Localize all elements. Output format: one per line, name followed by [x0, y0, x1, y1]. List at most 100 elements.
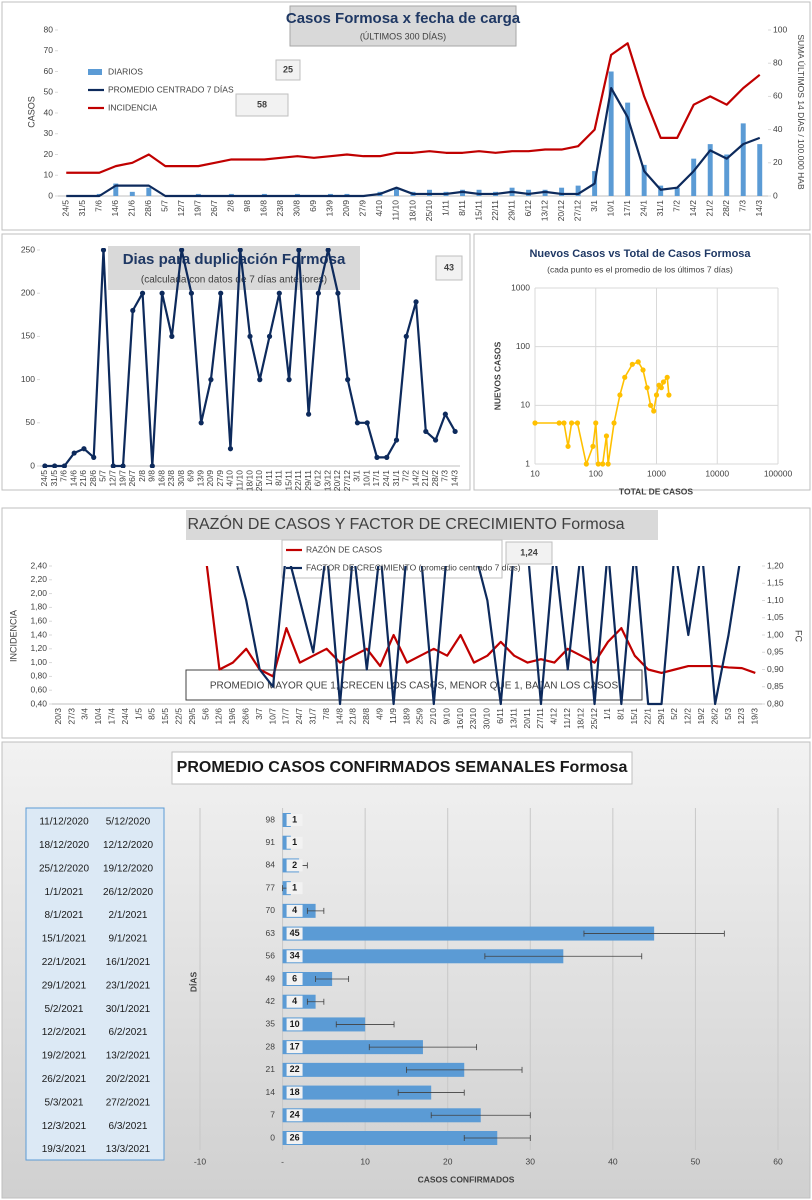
x-tick-label: 3/1 — [352, 470, 362, 482]
table-cell: 9/1/2021 — [109, 934, 148, 945]
value-box — [235, 93, 289, 117]
x-tick-label: 20 — [443, 1156, 453, 1166]
x-tick-label: 24/1 — [381, 470, 391, 487]
error-bar — [463, 1135, 531, 1141]
marker — [71, 450, 77, 456]
x-tick-label: 10000 — [705, 468, 729, 478]
x-tick-label: 17/4 — [107, 708, 117, 725]
y-tick-label: 100 — [516, 341, 530, 351]
annotation: 25 — [283, 64, 293, 74]
y2-axis-label: FC — [794, 630, 804, 642]
y-tick-label: 91 — [266, 837, 276, 847]
y2-tick-label: 1,10 — [767, 595, 784, 605]
value-label: 6 — [292, 973, 297, 983]
line — [535, 360, 670, 467]
marker — [61, 463, 68, 468]
x-tick-label: 14/8 — [334, 708, 344, 725]
x-tick-label: 21/6 — [127, 200, 137, 217]
y-tick-label: 10 — [44, 170, 54, 180]
x-tick-label: 17/1 — [371, 470, 381, 487]
marker — [188, 290, 194, 296]
bar — [674, 187, 680, 196]
x-tick-label: 29/11 — [303, 470, 313, 491]
legend-label: INCIDENCIA — [108, 102, 157, 112]
x-tick-label: 26/2 — [709, 708, 719, 725]
marker — [159, 290, 165, 296]
annotation-box — [185, 669, 643, 701]
value-label: 4 — [292, 905, 297, 915]
label-bg — [286, 859, 303, 872]
label-bg — [286, 1132, 303, 1144]
value-label: 1 — [292, 837, 297, 847]
marker — [354, 420, 361, 426]
y-tick-label: 1000 — [511, 282, 530, 292]
value-label: 2 — [292, 860, 297, 870]
bar — [282, 1040, 423, 1055]
x-tick-label: 11/10 — [391, 200, 401, 221]
x-tick-label: 11/9 — [388, 708, 398, 724]
point — [622, 374, 628, 380]
bar — [394, 187, 399, 196]
bar — [282, 1062, 465, 1077]
bar — [282, 1017, 366, 1032]
y-tick-label: 77 — [266, 882, 276, 892]
bar — [129, 191, 135, 196]
table-cell: 11/12/2020 — [39, 817, 89, 828]
x-tick-label: 31/1 — [391, 470, 401, 487]
x-tick-label: 19/3 — [750, 708, 760, 725]
point — [644, 385, 650, 391]
table-cell: 19/2/2021 — [42, 1051, 87, 1062]
line — [66, 87, 761, 198]
title-box — [171, 751, 633, 785]
chart-subtitle: (ÚLTIMOS 300 DÍAS) — [360, 31, 446, 41]
x-tick-label: 21/2 — [420, 470, 430, 487]
x-tick-label: 27/9 — [358, 200, 368, 217]
annotation: 43 — [444, 262, 454, 272]
table-cell: 15/1/2021 — [42, 934, 87, 945]
legend-label: DIARIOS — [108, 66, 143, 76]
label-bg — [286, 950, 303, 963]
marker — [120, 463, 126, 468]
point — [611, 420, 617, 426]
y2-tick-label: 40 — [773, 124, 783, 134]
label-bg — [286, 1063, 303, 1076]
x-tick-label: 2/8 — [226, 200, 236, 212]
x-tick-label: 2/8 — [137, 470, 147, 482]
marker — [296, 248, 302, 253]
x-tick-label: 20/9 — [205, 470, 215, 487]
table-cell: 22/1/2021 — [42, 957, 87, 968]
x-tick-label: 21/2 — [704, 200, 714, 217]
y2-axis-label: SUMA ÚLTIMOS 14 DÍAS / 100.000 HAB — [796, 34, 806, 190]
y-tick-label: 84 — [266, 860, 276, 870]
marker — [179, 248, 185, 253]
point — [600, 461, 606, 467]
x-tick-label: 23/10 — [468, 708, 478, 730]
point — [651, 408, 657, 414]
y-tick-label: 0 — [30, 460, 35, 470]
x-tick-label: 22/11 — [490, 200, 500, 221]
x-tick-label: 29/1 — [656, 708, 666, 725]
label-bg — [286, 904, 303, 917]
x-tick-label: 31/1 — [655, 200, 665, 217]
table-cell: 8/1/2021 — [45, 910, 84, 921]
x-tick-label: 2/10 — [428, 708, 438, 725]
x-tick-label: 3/1 — [589, 200, 599, 212]
x-tick-label: 27/12 — [342, 470, 352, 492]
x-tick-label: 24/5 — [39, 470, 49, 487]
y-tick-label: 80 — [44, 24, 54, 34]
line — [236, 566, 741, 706]
x-tick-label: 40 — [608, 1156, 618, 1166]
x-tick-label: 15/11 — [473, 200, 483, 221]
y-axis-label: INCIDENCIA — [8, 610, 18, 662]
x-tick-label: 25/9 — [415, 708, 425, 725]
marker — [218, 290, 224, 296]
legend-label: FACTOR DE CRECIMIENTO (promedio centrado… — [306, 562, 521, 572]
bar — [575, 185, 581, 196]
bar — [282, 949, 564, 964]
x-tick-label: 22/5 — [174, 708, 184, 725]
y-tick-label: 50 — [44, 87, 54, 97]
x-tick-label: 24/7 — [294, 708, 304, 725]
error-bar — [430, 1112, 531, 1119]
x-tick-label: 21/8 — [348, 708, 358, 725]
marker — [257, 377, 263, 383]
